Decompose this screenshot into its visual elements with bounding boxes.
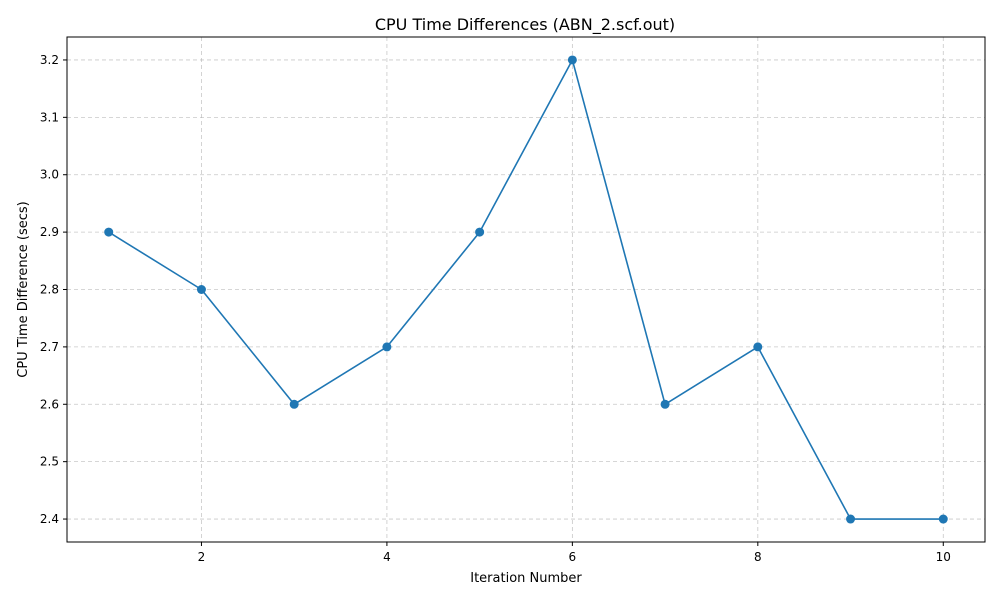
x-tick-label: 6	[569, 550, 577, 564]
data-point	[382, 342, 392, 352]
x-tick-label: 10	[936, 550, 951, 564]
data-point	[938, 514, 948, 524]
x-axis-label: Iteration Number	[470, 571, 582, 586]
chart-title: CPU Time Differences (ABN_2.scf.out)	[375, 15, 675, 35]
y-tick-label: 3.2	[40, 53, 59, 67]
x-tick-label: 8	[754, 550, 762, 564]
x-tick-label: 4	[383, 550, 391, 564]
y-axis-label: CPU Time Difference (secs)	[16, 201, 31, 378]
series-layer	[104, 55, 948, 524]
grid	[67, 37, 985, 542]
data-point	[289, 399, 299, 409]
data-point	[475, 227, 485, 237]
y-tick-label: 2.8	[40, 283, 59, 297]
series-line	[108, 59, 944, 520]
x-axis: 2 4 6 8 10	[198, 542, 951, 564]
y-tick-label: 2.7	[40, 340, 59, 354]
y-tick-label: 2.4	[40, 512, 59, 526]
data-point	[567, 55, 577, 65]
data-point	[753, 342, 763, 352]
y-axis: 2.4 2.5 2.6 2.7 2.8 2.9 3.0 3.1 3.2	[40, 53, 67, 526]
data-point	[846, 514, 856, 524]
data-point	[104, 227, 114, 237]
y-tick-label: 2.6	[40, 397, 59, 411]
y-tick-label: 2.5	[40, 455, 59, 469]
y-tick-label: 3.0	[40, 168, 59, 182]
data-point	[196, 285, 206, 294]
y-tick-label: 3.1	[40, 110, 59, 124]
data-point	[660, 399, 670, 409]
x-tick-label: 2	[198, 550, 206, 564]
y-tick-label: 2.9	[40, 225, 59, 239]
